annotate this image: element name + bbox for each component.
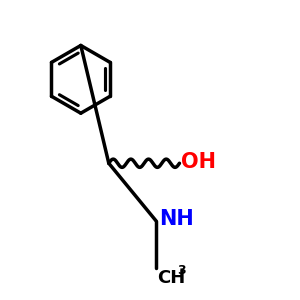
Text: NH: NH bbox=[159, 209, 194, 229]
Text: OH: OH bbox=[181, 152, 216, 172]
Text: CH: CH bbox=[158, 269, 186, 287]
Text: 3: 3 bbox=[177, 264, 186, 277]
